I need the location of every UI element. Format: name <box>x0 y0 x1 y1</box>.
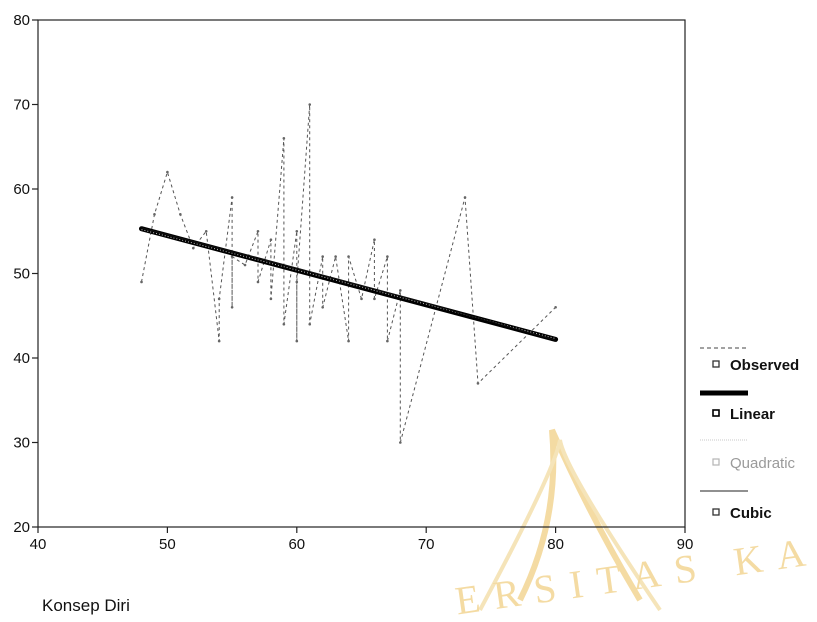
observed-point <box>295 339 299 343</box>
x-tick-label: 70 <box>418 536 435 553</box>
legend-label-linear: Linear <box>730 406 775 423</box>
observed-point <box>153 213 156 216</box>
observed-point <box>399 289 402 292</box>
y-tick-label: 50 <box>13 266 30 283</box>
observed-point <box>295 280 299 284</box>
observed-point <box>217 339 221 343</box>
observed-point <box>282 137 286 140</box>
observed-point <box>360 297 363 301</box>
y-tick-label: 20 <box>13 519 30 536</box>
legend-marker-linear <box>712 409 720 417</box>
watermark-text: ERSITAS KA <box>452 528 817 622</box>
observed-point <box>399 441 402 444</box>
y-tick-label: 60 <box>13 181 30 198</box>
watermark-arch-inner <box>478 439 662 612</box>
y-tick-label: 80 <box>13 12 30 29</box>
y-tick-label: 70 <box>13 97 30 114</box>
observed-point <box>179 213 182 216</box>
legend-marker-observed <box>712 360 720 368</box>
axis-ticks: 20 30 40 50 60 70 80 40 50 60 70 80 90 <box>13 12 693 553</box>
observed-point <box>269 297 273 301</box>
observed-point <box>256 280 260 284</box>
legend-label-observed: Observed <box>730 357 799 374</box>
x-tick-label: 60 <box>288 536 305 553</box>
observed-point <box>321 255 324 258</box>
y-tick-label: 40 <box>13 350 30 367</box>
legend: Observed Linear Quadratic Cubic <box>700 347 799 522</box>
observed-point <box>334 255 337 258</box>
observed-point <box>347 255 350 258</box>
observed-point <box>166 170 169 174</box>
observed-point <box>230 255 234 258</box>
observed-point <box>140 280 143 284</box>
observed-point <box>373 297 376 301</box>
observed-point <box>269 238 273 241</box>
watermark-arch <box>517 428 643 602</box>
observed-point <box>308 322 312 326</box>
legend-marker-cubic <box>712 508 720 516</box>
observed-point <box>230 196 234 199</box>
observed-point <box>295 229 299 233</box>
observed-point <box>243 263 247 267</box>
series-line-observed <box>141 104 556 443</box>
observed-point <box>321 306 324 309</box>
legend-marker-quadratic <box>712 458 720 466</box>
x-axis-label: Konsep Diri <box>42 596 130 615</box>
series-line-cubic <box>141 227 556 341</box>
observed-point <box>554 306 557 309</box>
observed-point <box>373 238 376 241</box>
observed-point <box>463 196 467 199</box>
series-layer <box>139 103 559 444</box>
legend-label-quadratic: Quadratic <box>730 455 796 472</box>
observed-point <box>386 339 389 343</box>
observed-point <box>217 297 221 301</box>
observed-point <box>230 306 234 309</box>
observed-point <box>386 255 389 258</box>
plot-frame <box>37 19 686 528</box>
y-tick-label: 30 <box>13 435 30 452</box>
legend-label-cubic: Cubic <box>730 505 772 522</box>
observed-point <box>282 322 286 326</box>
observed-point <box>204 229 208 233</box>
x-tick-label: 40 <box>30 536 47 553</box>
observed-point <box>347 339 350 343</box>
observed-point <box>476 382 480 385</box>
observed-point <box>256 229 260 233</box>
x-tick-label: 80 <box>547 536 564 553</box>
x-tick-label: 90 <box>677 536 694 553</box>
x-tick-label: 50 <box>159 536 176 553</box>
observed-point <box>308 103 312 106</box>
observed-point <box>191 246 195 250</box>
